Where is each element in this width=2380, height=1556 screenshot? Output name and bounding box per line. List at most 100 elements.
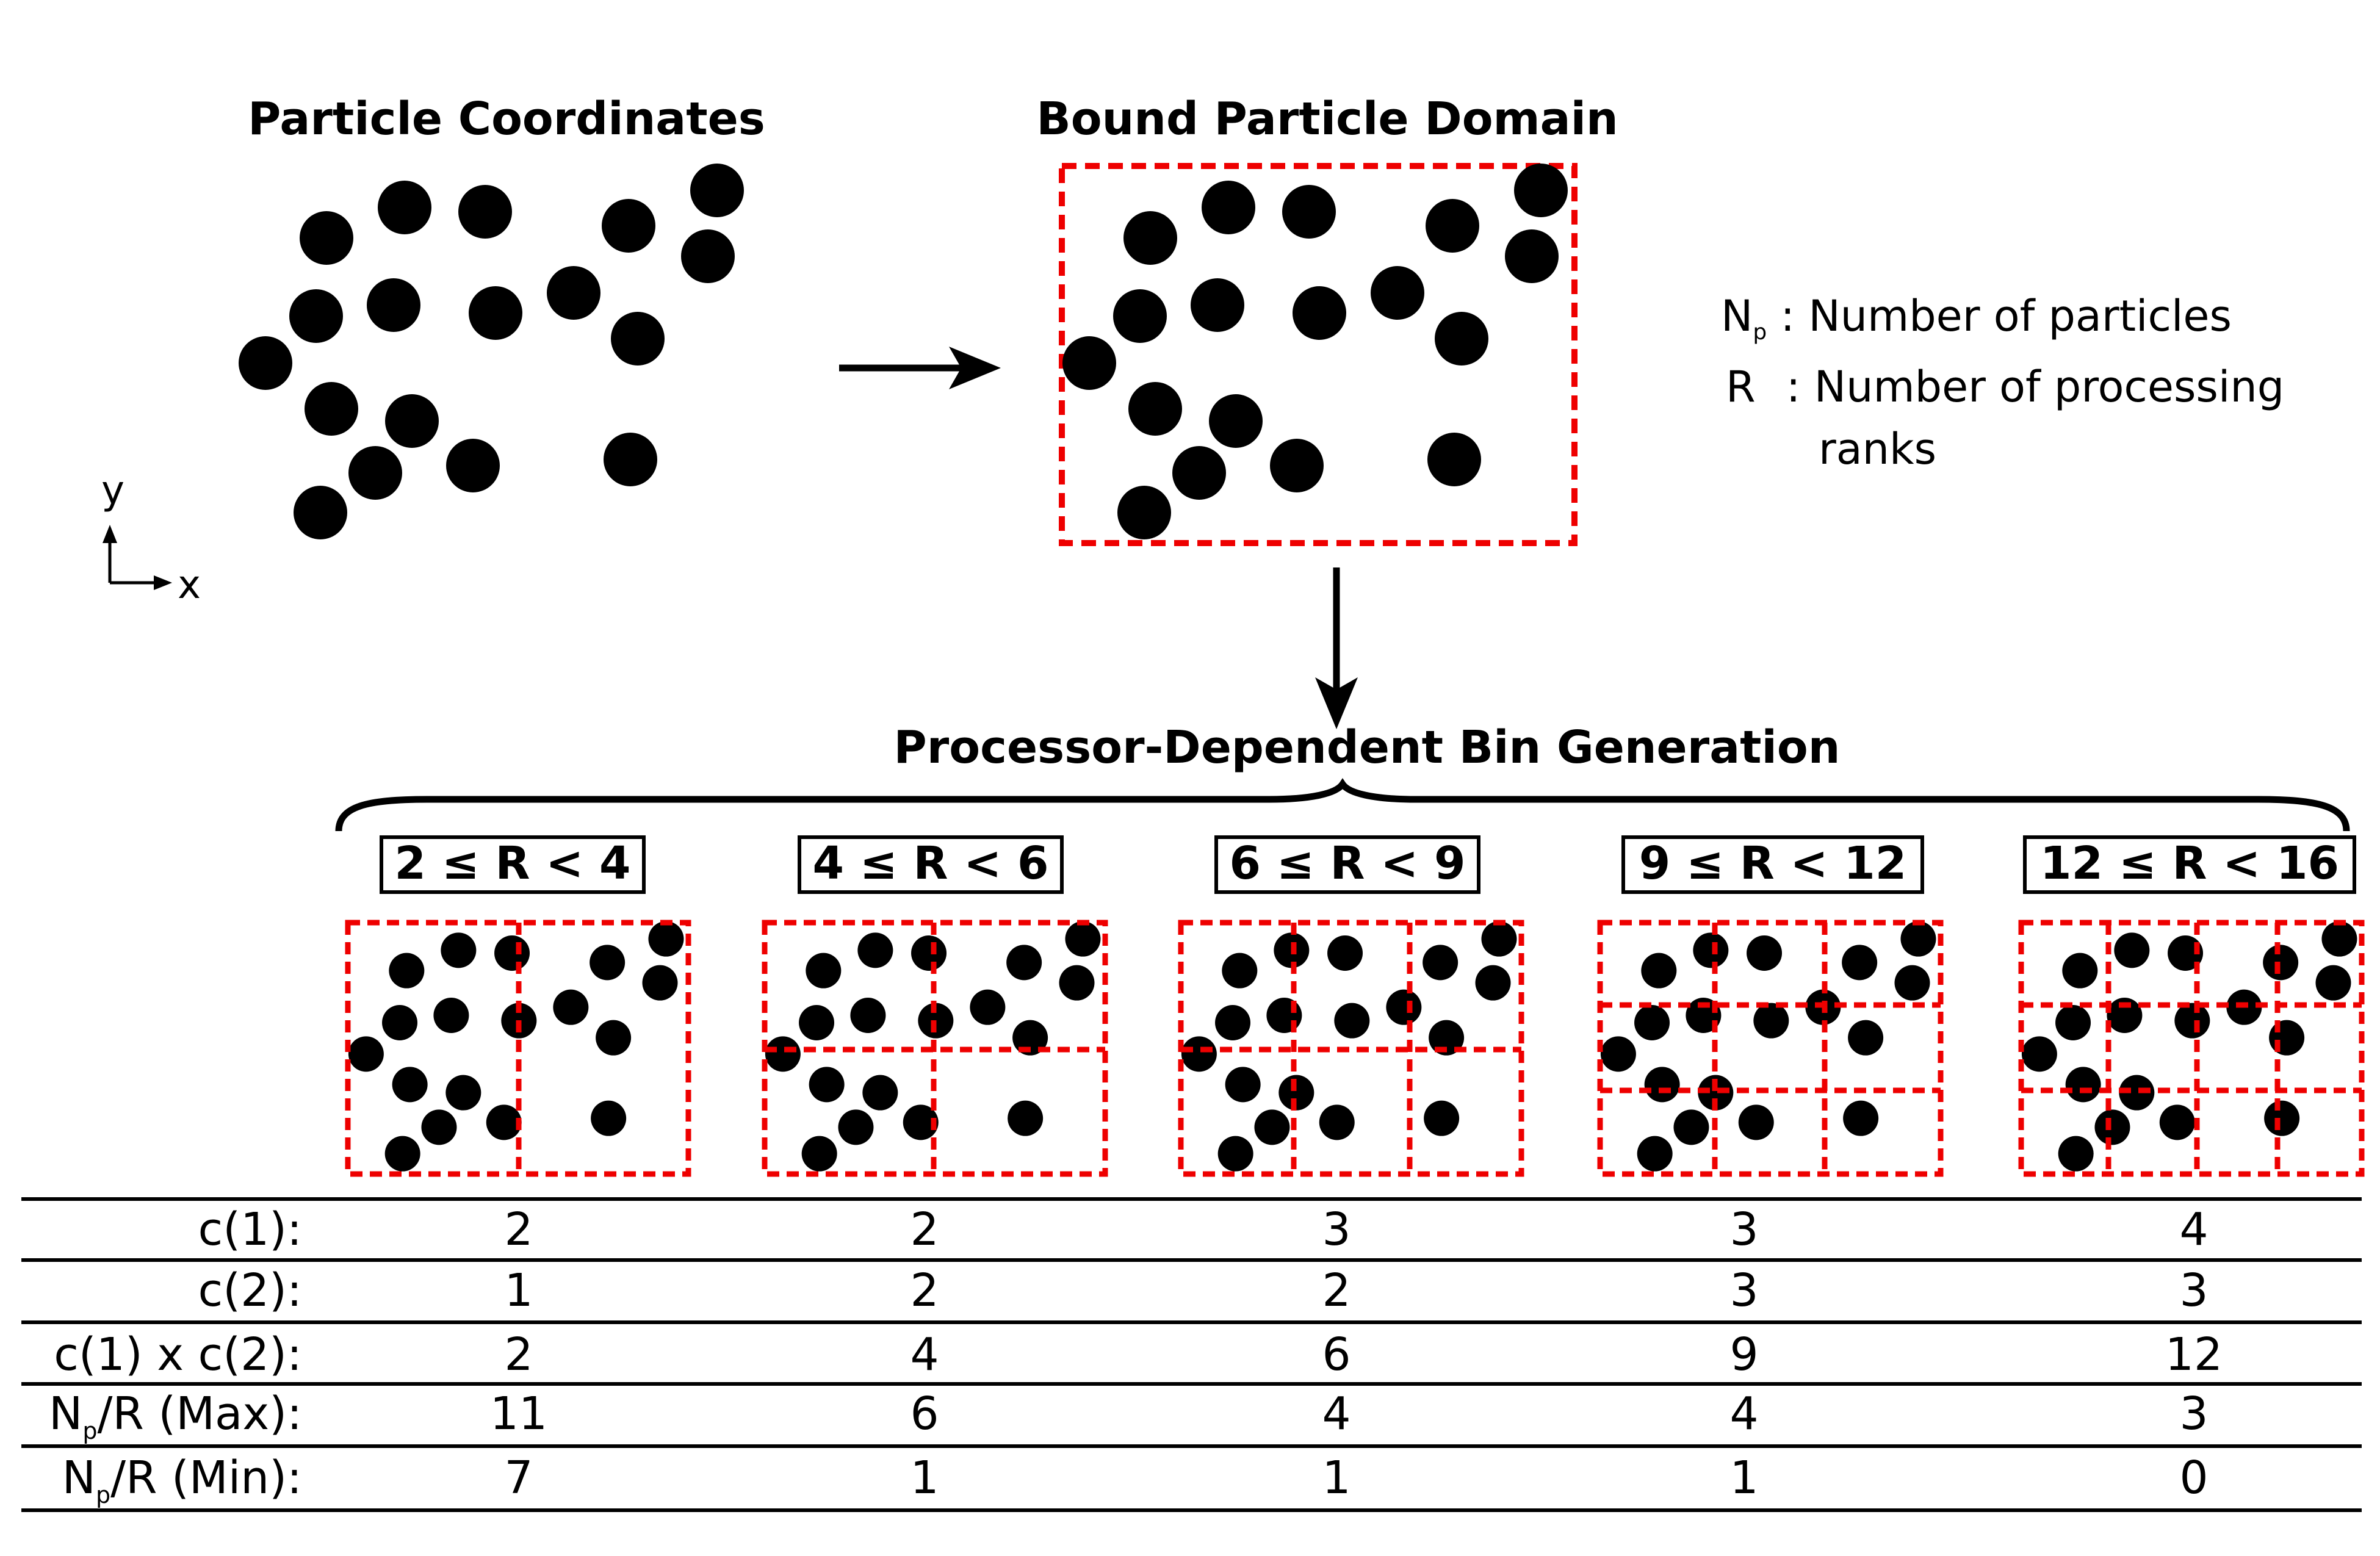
row-label: Np/R (Max): — [49, 1388, 302, 1444]
particle — [1386, 989, 1422, 1025]
particle — [1641, 953, 1677, 989]
particle — [862, 1075, 898, 1111]
row-label: c(1): — [198, 1203, 302, 1256]
particle — [1600, 1036, 1636, 1072]
table-cell: 2 — [910, 1264, 939, 1317]
particle — [1006, 945, 1042, 981]
table-cell: 2 — [504, 1328, 533, 1381]
range-label: 9 ≤ R < 12 — [1639, 837, 1907, 890]
particle — [553, 989, 589, 1025]
bin-case-3: 6 ≤ R < 9 — [1178, 835, 1524, 1177]
range-label-box — [1621, 835, 1924, 894]
particle — [1424, 1100, 1460, 1136]
particle — [2058, 1136, 2094, 1172]
axis-label-y: y — [101, 468, 124, 513]
particle — [2119, 1075, 2155, 1111]
particle — [911, 935, 947, 971]
table-cell: 3 — [1729, 1264, 1758, 1317]
particle — [1278, 1075, 1314, 1111]
table-cell: 2 — [910, 1203, 939, 1256]
particle — [1481, 921, 1517, 957]
table-cell: 1 — [1729, 1452, 1758, 1504]
bin-cases: 2 ≤ R < 4 4 ≤ R < 6 6 ≤ R < 9 9 ≤ R < 12 12 … — [345, 835, 2365, 1177]
particle — [2315, 965, 2351, 1001]
results-table: c(1): c(2): c(1) x c(2): Np/R (Max): Np/R (M… — [21, 1197, 2362, 1512]
table-cell: 1 — [504, 1264, 533, 1317]
legend-r-description: : Number of processing — [1773, 362, 2285, 412]
particle — [1191, 278, 1244, 332]
particle — [367, 278, 420, 332]
particle — [850, 998, 886, 1033]
particle — [2264, 1100, 2300, 1136]
table-cell: 2 — [1322, 1264, 1350, 1317]
particle — [1435, 312, 1488, 366]
particle — [2321, 921, 2357, 957]
particle — [1426, 199, 1479, 253]
bin-case-4: 9 ≤ R < 12 — [1597, 835, 1944, 1177]
particle — [2062, 953, 2098, 989]
particle — [2174, 1003, 2210, 1039]
particle-coordinates-group — [239, 164, 744, 539]
row-label: Np/R (Min): — [62, 1452, 302, 1508]
particle — [1637, 1136, 1673, 1172]
particle — [382, 1005, 418, 1040]
right-arrow — [839, 347, 1001, 389]
legend-np-line: Np : Number of particles — [1721, 291, 2232, 345]
particle — [433, 998, 469, 1033]
range-label-box — [2023, 835, 2356, 894]
particle — [1900, 921, 1936, 957]
particle — [591, 1100, 627, 1136]
particle — [596, 1020, 632, 1056]
table-cell: 7 — [504, 1452, 533, 1504]
table-cell: 3 — [2179, 1264, 2208, 1317]
particle — [294, 486, 347, 539]
particle — [1673, 1109, 1709, 1145]
particle — [1371, 266, 1424, 320]
particle — [1334, 1003, 1370, 1039]
particle — [1012, 1020, 1048, 1056]
particle — [1209, 394, 1263, 448]
particle — [1514, 164, 1568, 217]
domain-boundary — [1059, 163, 1578, 546]
particle — [348, 446, 402, 500]
bin-boundary — [2018, 920, 2365, 1177]
particle — [690, 164, 744, 217]
table-cell: 3 — [2179, 1388, 2208, 1440]
particle — [648, 921, 684, 957]
particle — [799, 1005, 835, 1040]
particle — [1429, 1020, 1465, 1056]
table-cell: 12 — [2165, 1328, 2223, 1381]
particle — [838, 1109, 874, 1145]
particle — [1062, 336, 1116, 390]
table-cell: 0 — [2179, 1452, 2208, 1504]
particle — [806, 953, 842, 989]
particle — [300, 211, 353, 265]
particle — [421, 1109, 457, 1145]
particle — [1698, 1075, 1734, 1111]
bin-case-2: 4 ≤ R < 6 — [762, 835, 1108, 1177]
row-label: c(2): — [198, 1264, 302, 1317]
particle — [1327, 935, 1363, 971]
table-cell: 3 — [1729, 1203, 1758, 1256]
particle — [1475, 965, 1511, 1001]
title-particle-coordinates: Particle Coordinates — [248, 93, 765, 145]
range-label: 12 ≤ R < 16 — [2040, 837, 2339, 890]
particle — [305, 382, 358, 436]
particle — [1505, 229, 1559, 283]
range-label-box — [798, 835, 1064, 894]
particle — [1634, 1005, 1670, 1040]
table-cell: 6 — [910, 1388, 939, 1440]
particle — [239, 336, 292, 390]
particle — [1225, 1067, 1261, 1103]
particle — [1753, 1003, 1789, 1039]
particle — [2094, 1109, 2130, 1145]
particle — [378, 181, 431, 234]
table-cell: 6 — [1322, 1328, 1350, 1381]
particle — [1270, 439, 1324, 492]
particle — [604, 433, 657, 486]
particle — [458, 185, 512, 239]
particle — [441, 932, 477, 968]
particle — [1266, 998, 1302, 1033]
title-bin-generation: Processor-Dependent Bin Generation — [894, 721, 1841, 774]
